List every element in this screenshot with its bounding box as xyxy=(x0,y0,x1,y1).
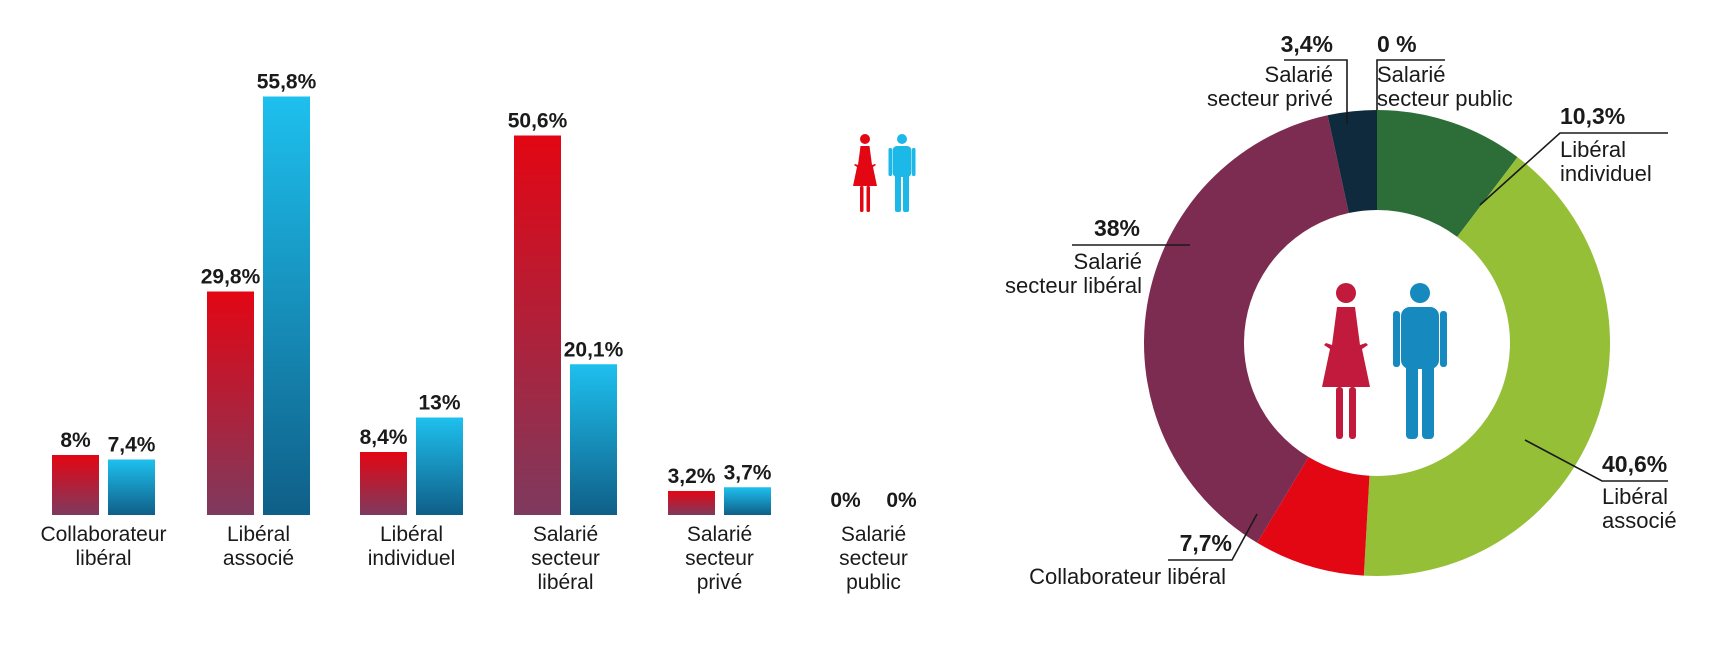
slice-value-label: 7,7% xyxy=(1180,530,1232,556)
slice-name-label: Salarié xyxy=(1074,249,1142,274)
slice-name-label: associé xyxy=(1602,508,1677,533)
bar-women xyxy=(668,491,715,515)
category-label: secteur xyxy=(839,547,908,570)
category-label: associé xyxy=(223,547,294,570)
category-label: Libéral xyxy=(380,523,443,546)
woman-icon xyxy=(853,134,877,212)
slice-name-label: Libéral xyxy=(1560,137,1626,162)
bar-value-label: 7,4% xyxy=(108,434,156,457)
man-icon xyxy=(1393,283,1447,439)
slice-name-label: secteur libéral xyxy=(1005,273,1142,298)
bar-women xyxy=(52,455,99,515)
category-label: Libéral xyxy=(227,523,290,546)
category-label: secteur xyxy=(531,547,600,570)
slice-value-label: 0 % xyxy=(1377,31,1417,57)
bar-men xyxy=(263,96,310,515)
slice-value-label: 40,6% xyxy=(1602,451,1667,477)
woman-icon xyxy=(1322,283,1370,439)
slice-value-label: 10,3% xyxy=(1560,103,1625,129)
callout-line xyxy=(1376,59,1445,110)
category-label: Salarié xyxy=(533,523,598,546)
category-label: public xyxy=(846,571,901,594)
bar-value-label: 8,4% xyxy=(360,426,408,449)
bar-women xyxy=(514,135,561,515)
slice-name-label: individuel xyxy=(1560,161,1652,186)
category-label: secteur xyxy=(685,547,754,570)
bar-women xyxy=(207,291,254,515)
category-label: Salarié xyxy=(841,523,906,546)
slice-name-label: Salarié xyxy=(1377,62,1445,87)
bar-women xyxy=(360,452,407,515)
category-label: libéral xyxy=(75,547,131,570)
bar-chart: 8% 7,4%Collaborateurlibéral29,8%55,8%Libé… xyxy=(40,71,917,595)
callout-line xyxy=(1284,59,1348,124)
bar-value-label: 13% xyxy=(418,392,460,415)
bar-men xyxy=(416,417,463,515)
slice-name-label: secteur privé xyxy=(1207,86,1333,111)
category-label: Collaborateur xyxy=(40,523,166,546)
bar-value-label: 0% xyxy=(886,489,917,512)
bar-value-label: 50,6% xyxy=(508,110,568,133)
donut-slice xyxy=(1377,110,1518,237)
donut-slice xyxy=(1257,457,1370,576)
bar-value-label: 29,8% xyxy=(201,266,261,289)
bar-men xyxy=(724,487,771,515)
bar-value-label: 3,7% xyxy=(724,461,772,484)
slice-name-label: secteur public xyxy=(1377,86,1513,111)
slice-name-label: Salarié xyxy=(1265,62,1333,87)
slice-name-label: Collaborateur libéral xyxy=(1029,564,1226,589)
bar-men xyxy=(570,364,617,515)
donut-slice xyxy=(1144,115,1349,543)
slice-value-label: 38% xyxy=(1094,215,1140,241)
slice-value-label: 3,4% xyxy=(1281,31,1333,57)
callout-line xyxy=(1479,132,1668,206)
man-icon xyxy=(888,134,916,212)
category-label: individuel xyxy=(368,547,456,570)
bar-value-label: 0% xyxy=(830,489,861,512)
category-label: privé xyxy=(697,571,743,594)
category-label: libéral xyxy=(537,571,593,594)
callout-line xyxy=(1524,439,1668,482)
donut-slice xyxy=(1327,110,1377,214)
donut-slice xyxy=(1363,157,1611,576)
bar-value-label: 55,8% xyxy=(257,71,317,94)
bar-value-label: 3,2% xyxy=(668,465,716,488)
donut-chart: 10,3%Libéralindividuel40,6%Libéralassoci… xyxy=(1005,31,1677,589)
bar-men xyxy=(108,459,155,515)
callout-line xyxy=(1168,513,1258,561)
category-label: Salarié xyxy=(687,523,752,546)
bar-value-label: 20,1% xyxy=(564,338,624,361)
slice-name-label: Libéral xyxy=(1602,484,1668,509)
bar-value-label: 8% xyxy=(60,429,91,452)
